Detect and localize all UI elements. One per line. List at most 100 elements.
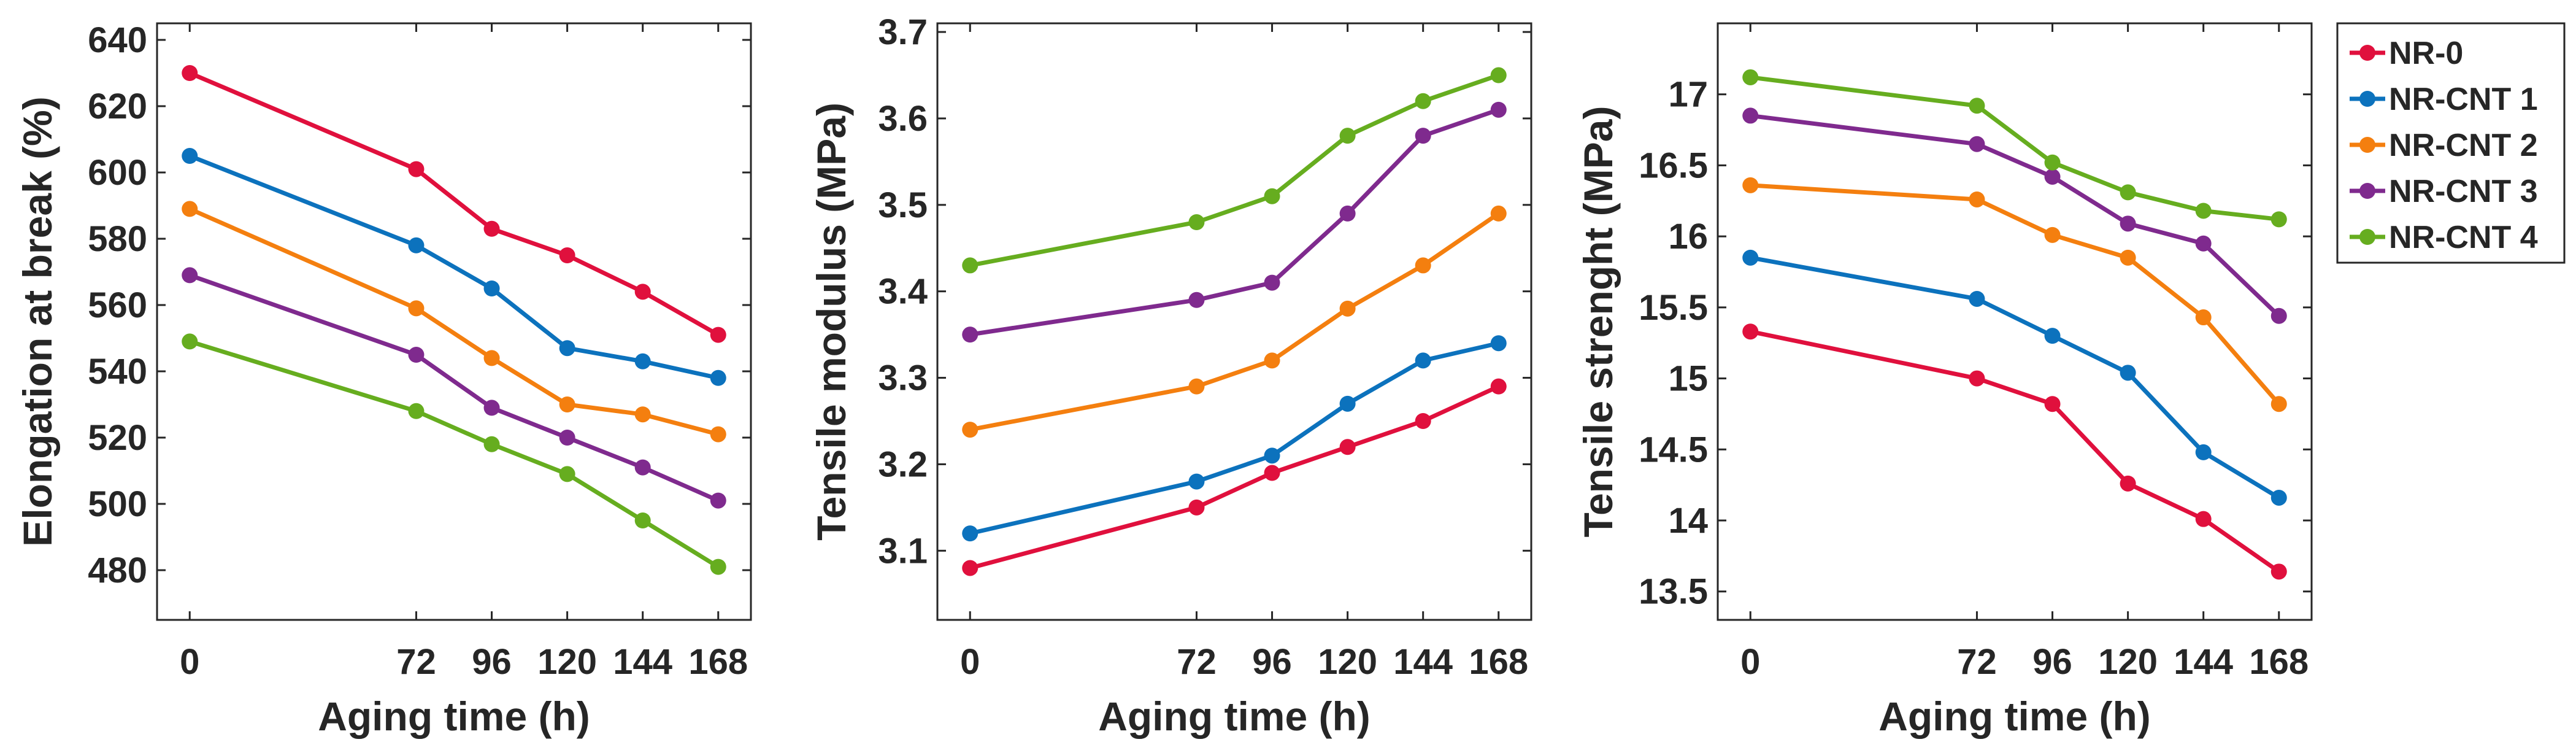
tensile-strength-y-tick-label: 15 (1668, 359, 1708, 399)
elongation-data-point-nr-cnt-4 (408, 403, 425, 419)
tensile-modulus-data-point-nr-cnt-4 (962, 257, 978, 274)
tensile-strength-data-point-nr-cnt-4 (2044, 154, 2061, 171)
tensile-modulus-x-tick-label: 72 (1177, 642, 1217, 682)
elongation-y-tick-label: 620 (88, 87, 147, 126)
tensile-strength-data-point-nr-0 (1742, 323, 1759, 340)
elongation-series-line-nr-0 (188, 71, 720, 337)
tensile-strength-series-line-nr-cnt-3 (1750, 113, 2281, 318)
elongation-data-point-nr-0 (483, 220, 500, 237)
elongation-data-point-nr-0 (710, 327, 726, 343)
tensile-modulus-data-point-nr-cnt-4 (1188, 214, 1205, 230)
legend-marker-nr-0 (2359, 45, 2375, 61)
tensile-strength-data-point-nr-cnt-1 (1742, 249, 1759, 266)
tensile-modulus-x-tick-label: 120 (1318, 642, 1377, 682)
tensile-strength-data-point-nr-cnt-4 (2195, 203, 2212, 219)
tensile-strength-x-tick-label: 144 (2174, 642, 2233, 682)
elongation-data-point-nr-cnt-1 (634, 353, 651, 369)
legend: NR-0 NR-CNT 1 NR-CNT 2 NR-CNT 3 NR-CNT 4 (2336, 22, 2566, 264)
tensile-modulus-series-line-nr-cnt-4 (969, 73, 1499, 268)
elongation-data-point-nr-cnt-4 (710, 559, 726, 575)
elongation-x-tick-label: 144 (613, 642, 672, 682)
elongation-series-line-nr-cnt-3 (189, 273, 720, 503)
tensile-strength-y-tick-label: 14 (1668, 501, 1708, 541)
legend-label-nr-cnt-2: NR-CNT 2 (2389, 128, 2538, 163)
elongation-data-point-nr-cnt-3 (483, 400, 500, 416)
elongation-data-point-nr-cnt-2 (408, 300, 425, 317)
tensile-modulus-data-point-nr-cnt-1 (1188, 473, 1205, 490)
elongation-series-line-nr-cnt-1 (188, 153, 719, 381)
tensile-strength-data-point-nr-cnt-3 (1969, 136, 1985, 152)
legend-label-nr-cnt-1: NR-CNT 1 (2389, 82, 2538, 117)
elongation-data-point-nr-cnt-1 (710, 369, 726, 386)
tensile-strength-x-tick-label: 168 (2249, 642, 2309, 682)
elongation-data-point-nr-cnt-4 (634, 512, 651, 528)
elongation-y-tick-label: 540 (88, 352, 147, 392)
tensile-strength-data-point-nr-cnt-3 (1742, 107, 1759, 124)
tensile-modulus-x-tick-label: 168 (1469, 642, 1528, 682)
tensile-strength-data-point-nr-cnt-2 (2044, 226, 2061, 243)
tensile-strength-data-point-nr-cnt-1 (2044, 328, 2061, 344)
tensile-modulus-data-point-nr-0 (1264, 465, 1280, 481)
legend-label-nr-cnt-3: NR-CNT 3 (2389, 174, 2538, 209)
elongation-y-tick-label: 520 (88, 418, 147, 458)
tensile-strength-data-point-nr-0 (1969, 370, 1985, 387)
tensile-strength-series-line-nr-cnt-1 (1750, 255, 2280, 500)
tensile-strength-data-point-nr-cnt-4 (2120, 184, 2136, 201)
tensile-strength-data-point-nr-cnt-4 (2270, 211, 2287, 228)
tensile-modulus-y-tick-label: 3.3 (878, 358, 928, 398)
elongation-data-point-nr-cnt-2 (634, 406, 651, 423)
elongation-data-point-nr-cnt-2 (483, 350, 500, 366)
tensile-strength-data-point-nr-cnt-2 (1969, 191, 1985, 207)
tensile-modulus-x-tick-label: 144 (1393, 642, 1453, 682)
tensile-strength-data-point-nr-0 (2195, 511, 2212, 527)
elongation-series-line-nr-cnt-2 (188, 207, 719, 436)
tensile-modulus-data-point-nr-0 (962, 560, 978, 576)
elongation-data-point-nr-cnt-4 (182, 333, 198, 350)
tensile-modulus-y-tick-label: 3.2 (878, 444, 928, 484)
tensile-modulus-y-tick-label: 3.4 (878, 272, 928, 312)
tensile-modulus-data-point-nr-0 (1188, 499, 1205, 516)
tensile-modulus-data-point-nr-cnt-1 (1339, 395, 1356, 412)
elongation-data-point-nr-cnt-1 (559, 340, 575, 357)
elongation-data-point-nr-0 (634, 284, 651, 300)
legend-label-nr-0: NR-0 (2389, 36, 2463, 71)
tensile-strength-data-point-nr-cnt-2 (2195, 309, 2212, 326)
tensile-modulus-plot-area (936, 22, 1532, 621)
elongation-x-tick-label: 96 (472, 642, 512, 682)
elongation-series-line-nr-cnt-4 (189, 339, 720, 569)
tensile-modulus-x-axis-label: Aging time (h) (1098, 694, 1371, 739)
tensile-modulus-data-point-nr-cnt-2 (1264, 352, 1280, 369)
tensile-strength-series-line-nr-cnt-2 (1750, 183, 2281, 406)
legend-marker-nr-cnt-4 (2359, 229, 2375, 245)
tensile-strength-x-tick-label: 120 (2098, 642, 2158, 682)
tensile-modulus-data-point-nr-cnt-4 (1415, 93, 1431, 109)
tensile-modulus-data-point-nr-cnt-4 (1339, 128, 1356, 144)
tensile-modulus-data-point-nr-cnt-3 (1415, 128, 1431, 144)
tensile-modulus-data-point-nr-cnt-2 (1490, 205, 1507, 222)
elongation-data-point-nr-cnt-3 (182, 267, 198, 284)
tensile-modulus-y-axis-label: Tensile modulus (MPa) (809, 102, 854, 541)
tensile-strength-data-point-nr-cnt-3 (2044, 168, 2061, 185)
tensile-strength-data-point-nr-cnt-3 (2270, 307, 2287, 324)
tensile-modulus-data-point-nr-cnt-3 (962, 327, 978, 343)
tensile-strength-y-tick-label: 16 (1668, 217, 1708, 257)
elongation-y-tick-label: 500 (88, 484, 147, 524)
elongation-data-point-nr-0 (182, 65, 198, 81)
legend-marker-nr-cnt-2 (2359, 137, 2375, 153)
tensile-strength-data-point-nr-0 (2120, 475, 2136, 492)
elongation-data-point-nr-0 (408, 161, 425, 177)
tensile-modulus-data-point-nr-cnt-1 (1490, 335, 1507, 352)
tensile-strength-data-point-nr-cnt-2 (2270, 396, 2287, 412)
tensile-modulus-data-point-nr-cnt-3 (1339, 205, 1356, 222)
tensile-strength-plot-area (1717, 22, 2313, 621)
tensile-strength-y-tick-label: 15.5 (1639, 288, 1708, 328)
elongation-data-point-nr-cnt-2 (710, 426, 726, 443)
tensile-modulus-data-point-nr-cnt-2 (1339, 300, 1356, 317)
tensile-modulus-data-point-nr-cnt-1 (1415, 352, 1431, 369)
elongation-chart: 480 500 520 540 560 580 600 620 640 0 72 96 120 144 1… (15, 20, 752, 739)
tensile-modulus-x-tick-label: 0 (960, 642, 980, 682)
tensile-strength-data-point-nr-cnt-3 (2195, 235, 2212, 252)
elongation-data-point-nr-cnt-4 (559, 466, 575, 482)
tensile-strength-y-tick-label: 14.5 (1639, 430, 1708, 470)
